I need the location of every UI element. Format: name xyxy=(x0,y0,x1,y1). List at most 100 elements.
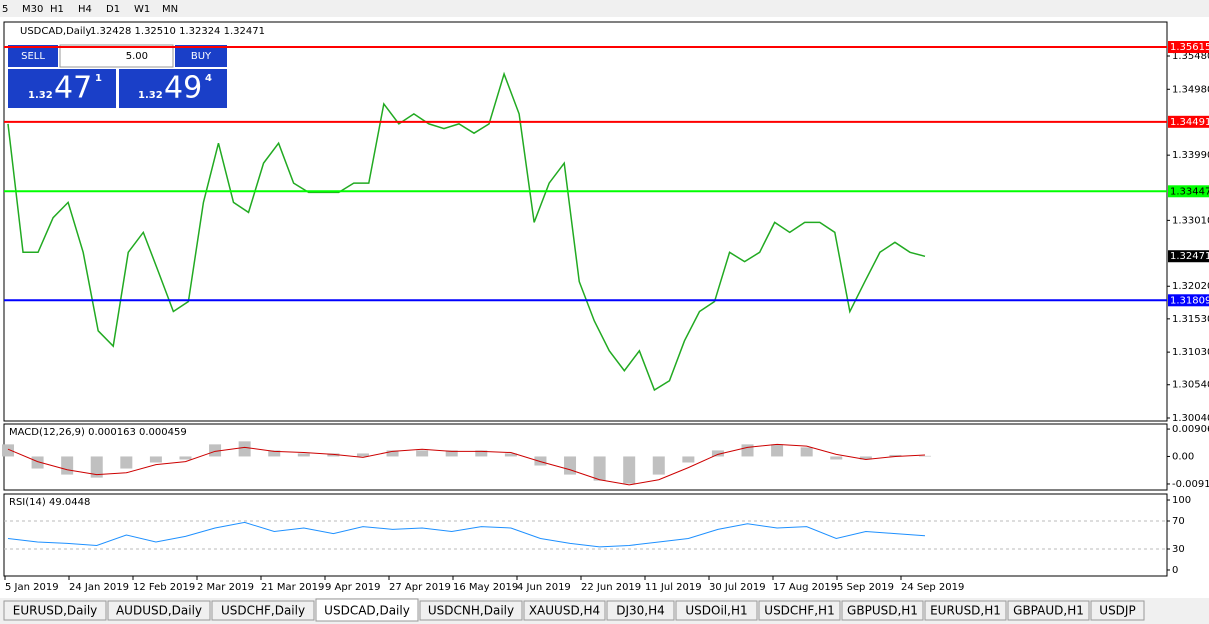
y-tick-label: 100 xyxy=(1172,495,1191,506)
y-tick-label: 30 xyxy=(1172,544,1185,555)
macd-bar xyxy=(238,441,251,457)
tab[interactable] xyxy=(211,600,315,621)
tab[interactable] xyxy=(107,600,211,621)
macd-title: MACD(12,26,9) 0.000163 0.000459 xyxy=(9,427,187,438)
macd-bar xyxy=(416,450,429,457)
x-tick-label: 21 Mar 2019 xyxy=(261,582,324,593)
macd-bar xyxy=(859,456,872,460)
macd-bar xyxy=(31,456,44,469)
macd-bar xyxy=(386,450,399,457)
chart-area xyxy=(0,18,1209,598)
tab-label[interactable]: GBPAUD,H1 xyxy=(1013,604,1084,618)
x-tick-label: 24 Jan 2019 xyxy=(69,582,129,593)
tab[interactable] xyxy=(523,600,606,621)
tab[interactable] xyxy=(675,600,758,621)
level-label: 1.35615 xyxy=(1170,42,1209,53)
tab-label[interactable]: EURUSD,Daily xyxy=(13,604,98,618)
macd-bar xyxy=(209,444,222,457)
tab[interactable] xyxy=(1090,600,1145,621)
tab-label[interactable]: XAUUSD,H4 xyxy=(529,604,600,618)
level-tag xyxy=(1168,41,1209,54)
y-tick-label: 1.30540 xyxy=(1172,380,1209,391)
timeframe-button[interactable]: M30 xyxy=(22,4,43,15)
tab-label[interactable]: EURUSD,H1 xyxy=(930,604,1001,618)
sell-button[interactable] xyxy=(8,45,58,67)
timeframe-button[interactable]: D1 xyxy=(106,4,120,15)
tab[interactable] xyxy=(1007,600,1090,621)
y-tick-label: 1.34980 xyxy=(1172,84,1209,95)
tab[interactable] xyxy=(924,600,1007,621)
x-tick-label: 22 Jun 2019 xyxy=(581,582,641,593)
macd-bar xyxy=(504,453,517,457)
tab-label[interactable]: GBPUSD,H1 xyxy=(847,604,918,618)
level-tag xyxy=(1168,115,1209,128)
macd-bar xyxy=(564,456,577,475)
macd-bar xyxy=(297,453,310,457)
macd-bar xyxy=(2,444,14,457)
macd-bar xyxy=(800,447,813,457)
buy-label[interactable]: BUY xyxy=(191,51,212,62)
tab-label[interactable]: AUDUSD,Daily xyxy=(116,604,202,618)
tab-label[interactable]: USDCHF,Daily xyxy=(221,604,305,618)
tab-label[interactable]: DJ30,H4 xyxy=(616,604,665,618)
macd-panel xyxy=(3,423,1168,491)
sell-price-box[interactable] xyxy=(8,69,116,108)
buy-pips: 49 xyxy=(164,71,202,106)
tab-label[interactable]: USDJP xyxy=(1099,604,1135,618)
tab[interactable] xyxy=(841,600,924,621)
x-tick-label: 30 Jul 2019 xyxy=(709,582,766,593)
tab[interactable] xyxy=(758,600,841,621)
timeframe-button[interactable]: H4 xyxy=(78,4,92,15)
buy-button[interactable] xyxy=(175,45,227,67)
tab[interactable] xyxy=(606,600,675,621)
y-tick-label: 1.30040 xyxy=(1172,413,1209,424)
macd-bar xyxy=(771,444,784,457)
trade-panel: SELL 5.00 BUY 1.32 47 1 1.32 49 4 xyxy=(8,44,227,108)
tab-label[interactable]: USDOil,H1 xyxy=(685,604,747,618)
symbol: USDCAD,Daily xyxy=(20,26,91,37)
macd-bar xyxy=(741,444,754,457)
y-tick-label: 1.31030 xyxy=(1172,347,1209,358)
macd-bar xyxy=(889,454,902,457)
timeframe-button[interactable]: 5 xyxy=(2,4,8,15)
tab[interactable] xyxy=(419,600,523,621)
line-line xyxy=(7,71,926,392)
lot[interactable]: 5.00 xyxy=(126,51,148,62)
x-tick-label: 5 Jan 2019 xyxy=(5,582,59,593)
macd-bar xyxy=(682,456,695,463)
macd-bar xyxy=(327,453,340,457)
macd-bar xyxy=(90,456,103,478)
y-tick-label: -0.009107 xyxy=(1172,479,1209,490)
x-tick-label: 9 Apr 2019 xyxy=(325,582,380,593)
macd-bar xyxy=(830,456,843,460)
timeframe-button[interactable]: H1 xyxy=(50,4,64,15)
x-tick-label: 17 Aug 2019 xyxy=(773,582,837,593)
level-label: 1.33447 xyxy=(1170,186,1209,197)
toolbar xyxy=(0,0,1209,17)
ohlc: 1.32428 1.32510 1.32324 1.32471 xyxy=(90,26,265,37)
macd-bar xyxy=(475,450,488,457)
x-tick-label: 27 Apr 2019 xyxy=(389,582,451,593)
lot-input[interactable] xyxy=(59,44,174,68)
tab-label[interactable]: USDCNH,Daily xyxy=(428,604,514,618)
timeframe-button[interactable]: W1 xyxy=(134,4,150,15)
macd-bar xyxy=(919,455,931,457)
tab-label[interactable]: USDCHF,H1 xyxy=(764,604,834,618)
macd-bar xyxy=(593,456,606,481)
macd-bar xyxy=(61,456,74,475)
macd-bar xyxy=(149,456,162,463)
tab[interactable] xyxy=(315,598,419,622)
x-tick-label: 5 Sep 2019 xyxy=(837,582,894,593)
y-tick-label: 0 xyxy=(1172,565,1178,576)
sell-label[interactable]: SELL xyxy=(21,51,45,62)
tab-label[interactable]: USDCAD,Daily xyxy=(324,604,410,618)
timeframe-button[interactable]: MN xyxy=(162,4,178,15)
level-tag xyxy=(1168,250,1209,263)
tab[interactable] xyxy=(3,600,107,621)
rsi-title: RSI(14) 49.0448 xyxy=(9,497,90,508)
x-tick-label: 24 Sep 2019 xyxy=(901,582,964,593)
y-tick-label: 0.00 xyxy=(1172,451,1194,462)
buy-price-box[interactable] xyxy=(119,69,227,108)
x-tick-label: 11 Jul 2019 xyxy=(645,582,702,593)
macd-bar xyxy=(623,456,636,484)
